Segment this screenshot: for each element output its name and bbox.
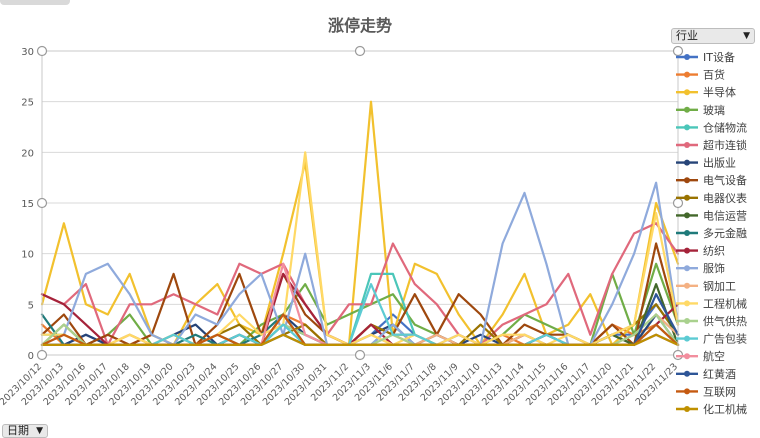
legend-label: 玻璃 xyxy=(703,103,725,117)
chevron-down-icon: ▼ xyxy=(36,426,43,436)
legend-marker xyxy=(684,318,690,324)
resize-handle[interactable] xyxy=(36,45,48,57)
resize-handle[interactable] xyxy=(354,45,366,57)
legend-marker xyxy=(684,212,690,219)
legend-label: 半导体 xyxy=(703,85,736,99)
legend-marker xyxy=(684,159,690,166)
legend-marker xyxy=(684,247,690,254)
legend-marker xyxy=(684,124,690,131)
legend-marker xyxy=(684,282,690,289)
legend-marker xyxy=(684,142,690,148)
date-filter-dropdown[interactable]: 日期 ▼ xyxy=(2,424,48,438)
y-tick-label: 5 xyxy=(28,300,34,311)
legend-label: 电信运营 xyxy=(703,208,747,222)
series-line xyxy=(40,100,680,346)
legend-label: IT设备 xyxy=(703,50,735,64)
legend-label: 百货 xyxy=(703,68,725,82)
legend-label: 互联网 xyxy=(703,385,736,398)
legend-label: 电器仪表 xyxy=(703,191,747,205)
legend-label: 钢加工 xyxy=(703,280,736,293)
legend-marker xyxy=(684,54,690,60)
legend-label: 红黄酒 xyxy=(703,367,736,381)
resize-handle[interactable] xyxy=(36,349,48,361)
date-filter-label: 日期 xyxy=(7,424,29,437)
series-line xyxy=(40,333,680,346)
y-tick-label: 20 xyxy=(21,148,34,159)
legend-marker xyxy=(684,106,690,113)
resize-handle[interactable] xyxy=(36,197,48,209)
series-line xyxy=(40,222,680,346)
y-tick-label: 25 xyxy=(21,98,34,109)
legend-label: 航空 xyxy=(703,349,725,363)
legend-marker xyxy=(684,230,690,236)
legend-marker xyxy=(684,177,690,184)
industry-filter-label: 行业 xyxy=(676,29,698,42)
chart-title: 涨停走势 xyxy=(327,16,392,35)
legend-label: 工程机械 xyxy=(703,296,747,310)
resize-handle[interactable] xyxy=(672,45,684,57)
legend-label: 化工机械 xyxy=(703,402,747,416)
y-tick-label: 30 xyxy=(21,47,34,58)
legend-label: 出版业 xyxy=(703,156,736,170)
legend-marker xyxy=(684,300,690,307)
legend-label: 广告包装 xyxy=(703,333,747,346)
y-tick-label: 0 xyxy=(28,351,34,362)
legend-marker xyxy=(684,71,690,78)
legend-marker xyxy=(684,388,690,395)
legend-label: 电气设备 xyxy=(703,173,747,187)
legend-label: 仓储物流 xyxy=(703,120,747,134)
y-tick-label: 15 xyxy=(21,199,34,210)
y-tick-label: 10 xyxy=(21,250,34,261)
legend-marker xyxy=(684,370,690,377)
legend-label: 多元金融 xyxy=(703,226,747,240)
legend-label: 服饰 xyxy=(703,261,725,275)
legend-marker xyxy=(684,194,690,201)
chevron-down-icon: ▼ xyxy=(743,31,750,41)
legend-label: 超市连锁 xyxy=(703,138,747,152)
legend-marker xyxy=(684,406,690,412)
legend-marker xyxy=(684,353,690,360)
legend-label: 供气供热 xyxy=(703,314,747,328)
industry-filter-dropdown[interactable]: 行业 ▼ xyxy=(671,28,755,44)
resize-handle[interactable] xyxy=(672,197,684,209)
series-line xyxy=(40,151,680,346)
top-tab xyxy=(0,0,70,5)
legend-label: 纺织 xyxy=(703,244,725,258)
series-line xyxy=(40,181,680,346)
resize-handle[interactable] xyxy=(354,349,366,361)
legend-marker xyxy=(684,265,690,272)
legend-marker xyxy=(684,335,690,342)
legend-marker xyxy=(684,89,690,96)
